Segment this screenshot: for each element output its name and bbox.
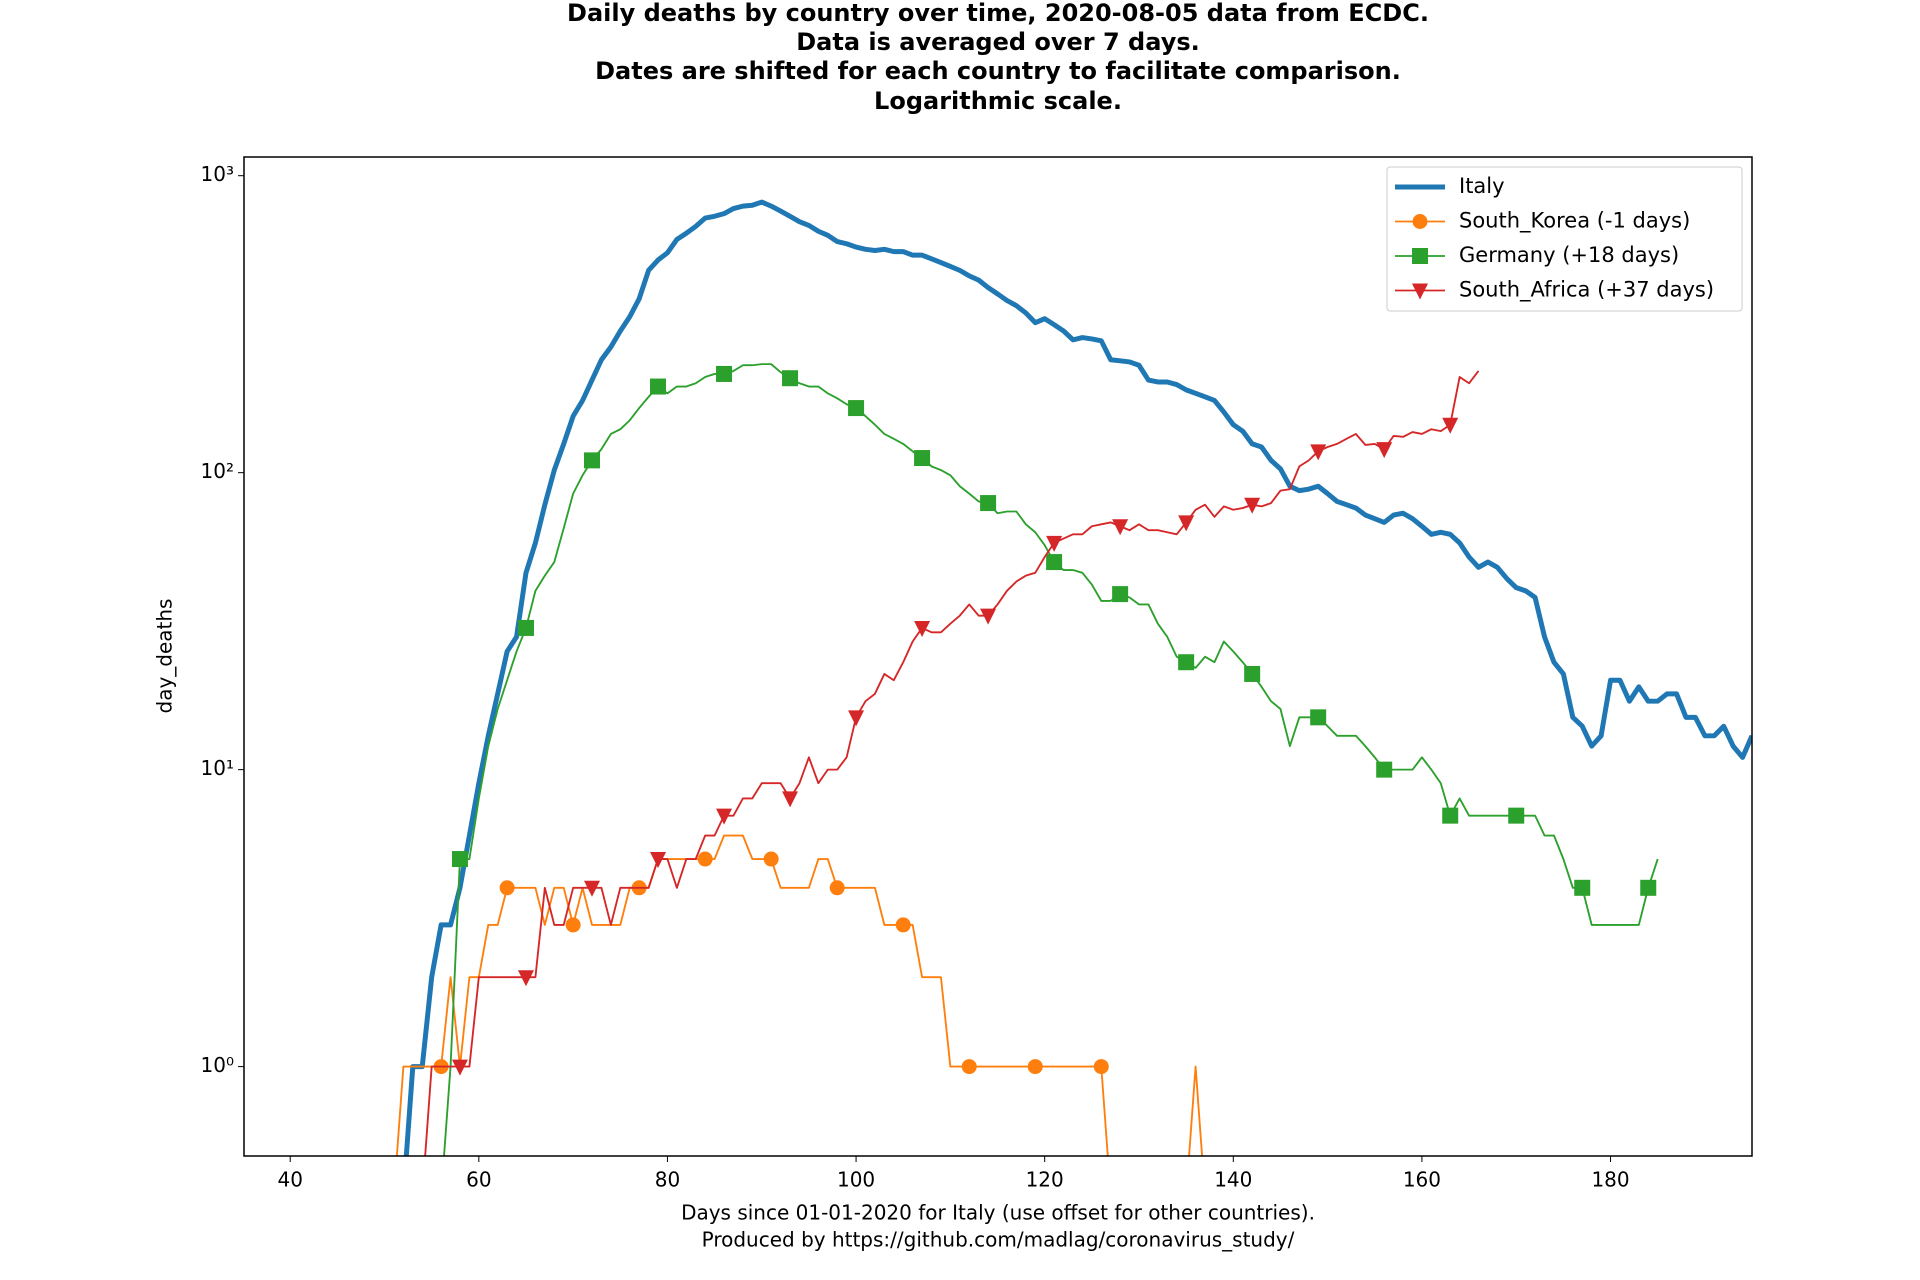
marker <box>980 608 997 625</box>
marker <box>914 620 931 637</box>
marker <box>1310 709 1327 726</box>
marker <box>650 378 667 395</box>
marker <box>1112 586 1129 603</box>
chart-title: Dates are shifted for each country to fa… <box>595 57 1401 85</box>
x-tick-label: 60 <box>466 1168 491 1192</box>
legend-box <box>1386 166 1743 312</box>
marker <box>451 1059 468 1076</box>
chart-title: Logarithmic scale. <box>874 87 1122 115</box>
marker <box>1640 879 1657 896</box>
marker <box>584 452 600 469</box>
x-tick-label: 80 <box>655 1168 680 1192</box>
marker <box>1310 444 1327 461</box>
marker <box>980 495 997 512</box>
marker <box>1574 879 1591 896</box>
marker <box>1412 214 1428 229</box>
axes-frame <box>243 156 1753 1157</box>
marker <box>1112 519 1129 536</box>
marker <box>914 450 931 467</box>
plot-area <box>368 199 1752 1205</box>
marker <box>848 400 865 417</box>
marker <box>1442 807 1459 824</box>
legend-label: South_Korea (-1 days) <box>1459 209 1690 234</box>
series-line <box>395 834 1204 1156</box>
y-axis-label: day_deaths <box>153 599 177 714</box>
chart-title: Daily deaths by country over time, 2020-… <box>567 0 1429 27</box>
x-tick-label: 120 <box>1026 1168 1064 1192</box>
y-tick-label: 10² <box>201 459 234 483</box>
series-line <box>424 370 1480 1156</box>
marker <box>782 791 799 808</box>
marker <box>848 710 865 727</box>
marker <box>584 880 600 897</box>
marker <box>1508 807 1525 824</box>
marker <box>961 1059 977 1075</box>
x-tick-label: 40 <box>277 1168 302 1192</box>
marker <box>650 852 667 869</box>
chart-title: Data is averaged over 7 days. <box>796 28 1200 56</box>
marker <box>565 917 581 933</box>
marker <box>386 1188 402 1204</box>
marker <box>716 808 733 825</box>
marker <box>386 1189 402 1205</box>
marker <box>829 880 845 896</box>
marker <box>1178 654 1195 671</box>
marker <box>1412 248 1428 264</box>
marker <box>763 851 779 867</box>
legend-label: Germany (+18 days) <box>1459 243 1679 267</box>
marker <box>517 619 534 636</box>
y-tick-label: 10³ <box>201 162 234 186</box>
marker <box>1093 1059 1109 1075</box>
x-tick-label: 160 <box>1403 1168 1441 1192</box>
y-tick-label: 10¹ <box>201 756 234 780</box>
x-tick-label: 100 <box>837 1168 875 1192</box>
marker <box>1412 283 1428 300</box>
marker <box>1376 442 1393 459</box>
marker <box>1244 497 1261 514</box>
marker <box>1046 535 1063 552</box>
legend-label: South_Africa (+37 days) <box>1459 278 1714 303</box>
marker <box>1244 665 1261 682</box>
marker <box>517 970 534 987</box>
x-axis-label: Produced by https://github.com/madlag/co… <box>702 1228 1295 1252</box>
marker <box>368 1189 383 1204</box>
marker <box>1027 1059 1043 1075</box>
marker <box>697 851 713 867</box>
marker <box>782 370 799 387</box>
marker <box>1178 515 1195 532</box>
series-line <box>443 363 1659 1156</box>
marker <box>1376 761 1393 778</box>
x-tick-label: 140 <box>1214 1168 1252 1192</box>
marker <box>716 365 733 382</box>
marker <box>451 851 468 868</box>
marker <box>1442 417 1459 434</box>
marker <box>1046 554 1063 571</box>
legend-label: Italy <box>1459 174 1505 198</box>
marker <box>499 880 515 896</box>
marker <box>895 917 911 933</box>
series-line <box>403 199 1752 1156</box>
x-axis-label: Days since 01-01-2020 for Italy (use off… <box>681 1201 1315 1225</box>
x-tick-label: 180 <box>1591 1168 1629 1192</box>
y-tick-label: 10⁰ <box>201 1053 234 1077</box>
